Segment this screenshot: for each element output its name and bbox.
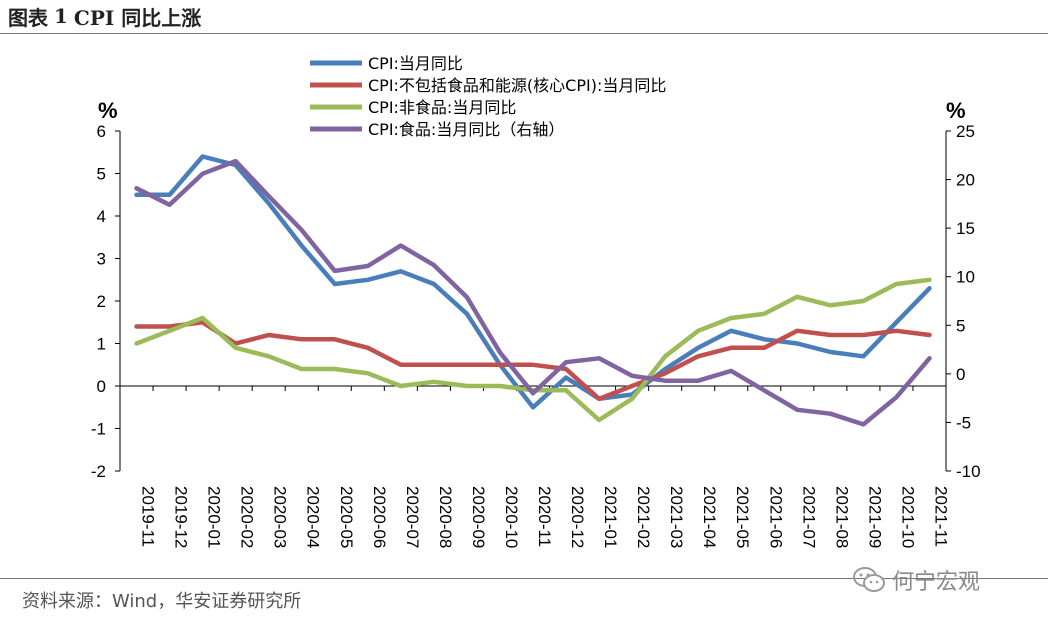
right-tick-label: -5 bbox=[956, 413, 971, 432]
series-line-food bbox=[134, 158, 932, 427]
right-tick-label: -10 bbox=[956, 462, 981, 481]
x-tick-label: 2019-11 bbox=[139, 486, 158, 547]
legend-label-nonfood: CPI:非食品:当月同比 bbox=[368, 98, 516, 117]
wechat-icon bbox=[853, 567, 885, 592]
right-tick-label: 0 bbox=[956, 365, 965, 384]
watermark-text: 何宁宏观 bbox=[892, 570, 981, 595]
x-tick-label: 2020-06 bbox=[370, 486, 389, 548]
x-tick-label: 2020-01 bbox=[205, 486, 224, 548]
x-tick-label: 2021-08 bbox=[832, 486, 851, 548]
x-tick-label: 2019-12 bbox=[172, 486, 191, 548]
right-axis-unit: % bbox=[946, 98, 966, 123]
x-tick-label: 2021-10 bbox=[898, 486, 917, 548]
x-tick-label: 2021-05 bbox=[733, 486, 752, 548]
legend-label-food: CPI:食品:当月同比（右轴） bbox=[368, 120, 564, 139]
right-tick-label: 5 bbox=[956, 316, 965, 335]
right-tick-label: 15 bbox=[956, 219, 975, 238]
x-tick-label: 2020-10 bbox=[502, 486, 521, 548]
right-tick-label: 20 bbox=[956, 171, 975, 190]
legend-label-core: CPI:不包括食品和能源(核心CPI):当月同比 bbox=[368, 76, 666, 95]
x-tick-label: 2021-09 bbox=[865, 486, 884, 548]
x-tick-label: 2021-11 bbox=[931, 486, 950, 547]
x-tick-label: 2020-02 bbox=[238, 486, 257, 548]
series-line-nonfood bbox=[134, 277, 932, 423]
series-line-cpi bbox=[134, 154, 932, 410]
right-tick-label: 10 bbox=[956, 268, 975, 287]
left-tick-label: 6 bbox=[97, 122, 106, 141]
x-tick-label: 2021-06 bbox=[766, 486, 785, 548]
left-tick-label: 4 bbox=[97, 207, 106, 226]
left-tick-label: -2 bbox=[91, 462, 106, 481]
left-tick-label: 1 bbox=[97, 335, 106, 354]
x-tick-label: 2020-04 bbox=[304, 486, 323, 548]
watermark: 何宁宏观 bbox=[852, 564, 980, 596]
left-tick-label: 2 bbox=[97, 292, 106, 311]
x-tick-label: 2020-03 bbox=[271, 486, 290, 548]
left-tick-label: 5 bbox=[97, 165, 106, 184]
x-tick-label: 2020-05 bbox=[337, 486, 356, 548]
x-tick-label: 2021-07 bbox=[799, 486, 818, 548]
title-divider bbox=[0, 33, 1048, 34]
x-tick-label: 2020-07 bbox=[403, 486, 422, 548]
x-tick-label: 2021-01 bbox=[601, 486, 620, 548]
chart-title: CPI 同比上涨 bbox=[73, 5, 202, 30]
footer-divider bbox=[0, 578, 1048, 579]
legend-label-cpi: CPI:当月同比 bbox=[368, 54, 463, 73]
figure-label: 图表 bbox=[8, 5, 48, 30]
x-tick-label: 2021-03 bbox=[667, 486, 686, 548]
figure-number: 1 bbox=[54, 4, 68, 28]
x-tick-label: 2020-11 bbox=[535, 486, 554, 547]
x-tick-label: 2021-02 bbox=[634, 486, 653, 548]
x-tick-label: 2021-04 bbox=[700, 486, 719, 548]
left-tick-label: 3 bbox=[97, 250, 106, 269]
left-axis-unit: % bbox=[98, 98, 118, 123]
x-tick-label: 2020-08 bbox=[436, 486, 455, 548]
source-note: 资料来源：Wind，华安证券研究所 bbox=[22, 591, 302, 612]
x-tick-label: 2020-12 bbox=[568, 486, 587, 548]
x-tick-label: 2020-09 bbox=[469, 486, 488, 548]
figure-title: 图表 1 CPI 同比上涨 bbox=[8, 2, 201, 30]
left-tick-label: -1 bbox=[91, 420, 106, 439]
right-tick-label: 25 bbox=[956, 122, 975, 141]
series-line-core bbox=[134, 320, 932, 402]
left-tick-label: 0 bbox=[97, 377, 106, 396]
